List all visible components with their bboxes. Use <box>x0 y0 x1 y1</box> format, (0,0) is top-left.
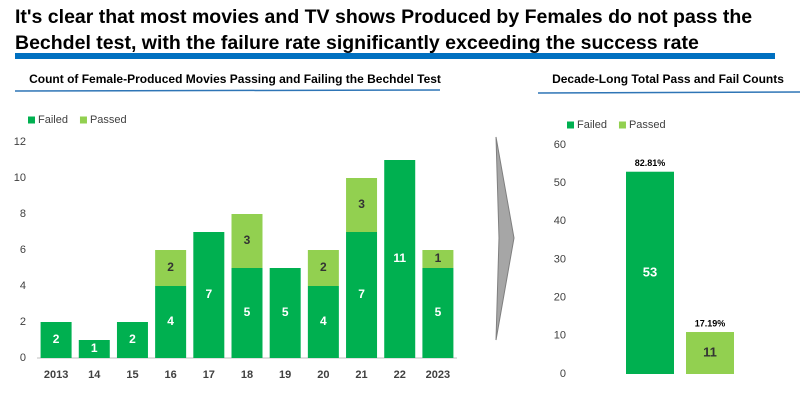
bar <box>384 160 416 358</box>
chart-title: Decade-Long Total Pass and Fail Counts <box>552 72 784 86</box>
x-tick-label: 2013 <box>44 369 68 381</box>
arrow <box>495 136 515 341</box>
data-label: 1 <box>435 251 442 265</box>
x-tick-label: 2023 <box>426 369 450 381</box>
legend-swatch <box>618 121 626 129</box>
y-tick-label: 30 <box>554 253 566 265</box>
x-tick-label: 16 <box>165 369 177 381</box>
data-label: 3 <box>244 233 251 247</box>
legend-label: Passed <box>629 119 666 131</box>
legend-label: Failed <box>577 119 607 131</box>
y-tick-label: 2 <box>20 316 26 328</box>
bar <box>78 340 110 358</box>
y-tick-label: 50 <box>554 177 566 189</box>
y-tick-label: 0 <box>560 368 566 380</box>
data-label: 2 <box>53 332 60 346</box>
data-label: 4 <box>320 314 327 328</box>
y-tick-label: 12 <box>14 136 26 148</box>
title-underline <box>15 53 775 59</box>
bar <box>269 268 301 358</box>
legend-swatch <box>567 121 574 129</box>
data-label: 3 <box>358 197 365 211</box>
data-label: 5 <box>435 305 442 319</box>
bar <box>346 232 378 358</box>
bar <box>231 268 263 358</box>
x-tick-label: 20 <box>317 369 329 381</box>
legend-swatch <box>79 116 87 124</box>
page-title: It's clear that most movies and TV shows… <box>15 6 753 54</box>
data-label: 2 <box>129 332 136 346</box>
y-tick-label: 0 <box>20 352 26 364</box>
y-tick-label: 20 <box>554 292 566 304</box>
x-tick-label: 14 <box>88 369 101 381</box>
data-label: 2 <box>320 260 327 274</box>
data-label: 5 <box>244 305 251 319</box>
data-label: 2 <box>167 260 174 274</box>
bar <box>626 171 674 374</box>
data-label: 7 <box>205 287 212 301</box>
title-underline <box>14 89 441 92</box>
legend-swatch <box>28 116 35 124</box>
bar <box>686 332 734 374</box>
data-label: 11 <box>703 344 717 359</box>
data-label: 53 <box>643 264 657 279</box>
x-tick-label: 18 <box>241 369 253 381</box>
x-tick-label: 22 <box>394 369 406 381</box>
bar <box>231 214 263 268</box>
bar <box>422 250 454 268</box>
legend-label: Passed <box>90 114 127 126</box>
x-tick-label: 21 <box>355 369 367 381</box>
y-tick-label: 60 <box>554 139 566 151</box>
legend-label: Failed <box>38 114 68 126</box>
y-tick-label: 6 <box>20 244 26 256</box>
title-underline <box>537 91 801 94</box>
data-label: 7 <box>358 287 365 301</box>
x-tick-label: 15 <box>126 369 138 381</box>
y-tick-label: 10 <box>554 330 566 342</box>
y-tick-label: 40 <box>554 215 566 227</box>
y-tick-label: 10 <box>14 172 26 184</box>
bar <box>346 178 378 232</box>
bar <box>155 286 187 358</box>
y-tick-label: 4 <box>20 280 26 292</box>
bar <box>193 232 225 358</box>
bar <box>307 286 339 358</box>
data-label: 5 <box>282 305 289 319</box>
percent-label: 17.19% <box>695 318 726 328</box>
y-tick-label: 8 <box>20 208 26 220</box>
percent-label: 82.81% <box>635 158 666 168</box>
data-label: 4 <box>167 314 174 328</box>
x-tick-label: 17 <box>203 369 215 381</box>
chart-title: Count of Female-Produced Movies Passing … <box>29 72 441 86</box>
data-label: 11 <box>393 251 406 265</box>
bar <box>116 322 148 358</box>
bar <box>40 322 72 358</box>
data-label: 1 <box>91 341 98 355</box>
x-tick-label: 19 <box>279 369 291 381</box>
bar <box>155 250 187 286</box>
bar <box>422 268 454 358</box>
bar <box>307 250 339 286</box>
